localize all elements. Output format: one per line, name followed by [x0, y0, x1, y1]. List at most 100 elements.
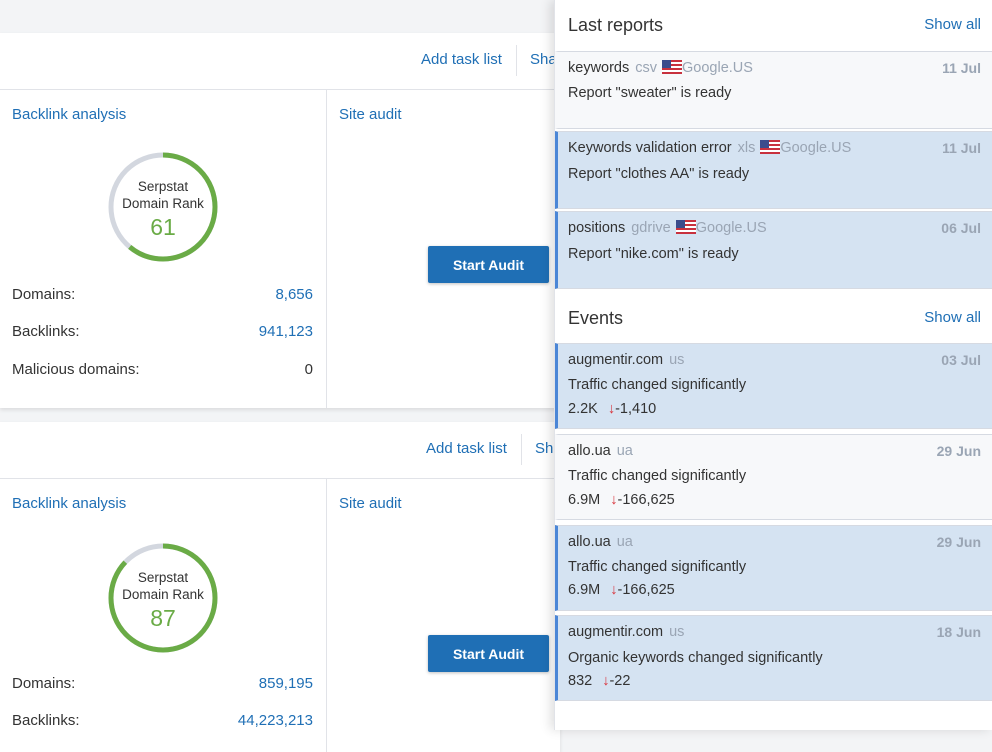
stat-value-malicious: 0 — [304, 361, 313, 378]
stat-label: Malicious domains: — [12, 361, 140, 378]
start-audit-button[interactable]: Start Audit — [428, 635, 549, 672]
event-date: 29 Jun — [936, 534, 981, 550]
project-header: Add task list Sha — [0, 33, 560, 90]
backlink-analysis-title[interactable]: Backlink analysis — [12, 495, 127, 512]
stat-value-domains[interactable]: 8,656 — [275, 286, 313, 303]
gauge-label: Serpstat Domain Rank — [106, 178, 220, 212]
gauge-label-line1: Serpstat — [137, 570, 189, 585]
gauge-ring — [108, 152, 218, 262]
add-task-list-link[interactable]: Add task list — [421, 51, 502, 68]
us-flag-icon — [675, 220, 696, 234]
event-change: -1,410 — [615, 401, 657, 417]
event-item[interactable]: allo.ua ua 29 Jun Traffic changed signifi… — [555, 434, 992, 520]
last-reports-title: Last reports — [568, 15, 664, 35]
event-value: 832 — [568, 673, 593, 689]
stat-label: Domains: — [12, 675, 76, 692]
event-date: 29 Jun — [936, 443, 981, 459]
start-audit-button[interactable]: Start Audit — [428, 246, 549, 283]
event-title: augmentir.com us — [568, 624, 684, 640]
backlink-analysis-widget: Backlink analysis Serpstat Domain Rank 6… — [0, 90, 327, 408]
stat-label: Backlinks: — [12, 712, 80, 729]
gauge-ring — [108, 543, 218, 653]
report-format: gdrive — [631, 220, 671, 236]
stat-value-backlinks[interactable]: 44,223,213 — [237, 712, 313, 729]
event-change: -166,625 — [617, 492, 675, 508]
site-audit-widget: Site audit Start Audit — [327, 90, 560, 408]
last-reports-header: Last reports Show all — [555, 0, 992, 50]
report-item[interactable]: Keywords validation error xls Google.US 11… — [555, 131, 992, 209]
share-link[interactable]: Sha — [530, 51, 557, 68]
site-audit-title[interactable]: Site audit — [339, 106, 402, 123]
share-link[interactable]: Sh — [535, 440, 554, 457]
report-message: Report "sweater" is ready — [568, 85, 732, 101]
project-header: Add task list Sh — [0, 422, 560, 479]
report-title: positions gdrive Google.US — [568, 220, 767, 236]
domain-rank-gauge: Serpstat Domain Rank 87 — [106, 541, 220, 655]
backlink-analysis-title[interactable]: Backlink analysis — [12, 106, 127, 123]
event-region: us — [669, 624, 685, 640]
event-domain: allo.ua — [568, 534, 611, 550]
report-engine: Google.US — [682, 60, 753, 76]
event-date: 03 Jul — [941, 352, 981, 368]
events-show-all-link[interactable]: Show all — [924, 309, 981, 326]
report-engine: Google.US — [780, 140, 852, 156]
stat-value-domains[interactable]: 859,195 — [258, 675, 313, 692]
reports-show-all-link[interactable]: Show all — [924, 16, 981, 33]
event-item[interactable]: allo.ua ua 29 Jun Traffic changed signifi… — [555, 525, 992, 611]
arrow-down-icon: ↓ — [607, 401, 616, 417]
event-change: -22 — [609, 673, 631, 689]
report-format: csv — [635, 60, 657, 76]
report-date: 11 Jul — [942, 60, 981, 76]
report-format: xls — [737, 140, 756, 156]
us-flag-icon — [760, 140, 781, 154]
stat-label: Backlinks: — [12, 323, 80, 340]
arrow-down-icon: ↓ — [602, 673, 610, 689]
stat-value-backlinks[interactable]: 941,123 — [258, 323, 313, 340]
report-item[interactable]: positions gdrive Google.US 06 Jul Report "… — [555, 211, 992, 289]
event-value: 6.9M — [568, 582, 601, 598]
header-divider — [521, 434, 522, 465]
report-message: Report "clothes AA" is ready — [568, 166, 750, 182]
project-card-2: Add task list Sh Backlink analysis Serps… — [0, 422, 560, 752]
header-divider — [516, 45, 517, 76]
domain-rank-gauge: Serpstat Domain Rank 61 — [106, 150, 220, 264]
report-item[interactable]: keywords csv Google.US 11 Jul Report "swea… — [555, 51, 992, 129]
event-domain: allo.ua — [568, 443, 611, 459]
event-message: Traffic changed significantly — [568, 468, 747, 484]
report-name: keywords — [568, 60, 630, 76]
event-message: Organic keywords changed significantly — [568, 650, 823, 666]
backlink-analysis-widget: Backlink analysis Serpstat Domain Rank 8… — [0, 479, 327, 752]
event-region: ua — [616, 443, 633, 459]
event-item[interactable]: augmentir.com us 18 Jun Organic keywords … — [555, 615, 992, 701]
site-audit-widget: Site audit Start Audit — [327, 479, 560, 752]
report-date: 11 Jul — [942, 140, 981, 156]
report-name: Keywords validation error — [568, 140, 732, 156]
event-value: 6.9M — [568, 492, 601, 508]
report-message: Report "nike.com" is ready — [568, 246, 739, 262]
domain-rank-value: 61 — [150, 214, 176, 240]
event-item[interactable]: augmentir.com us 03 Jul Traffic changed s… — [555, 343, 992, 429]
event-change: -166,625 — [617, 582, 675, 598]
event-value: 2.2K — [568, 401, 598, 417]
report-title: keywords csv Google.US — [568, 60, 753, 76]
event-date: 18 Jun — [936, 624, 981, 640]
gauge-label: Serpstat Domain Rank — [106, 569, 220, 603]
site-audit-title[interactable]: Site audit — [339, 495, 402, 512]
arrow-down-icon: ↓ — [610, 492, 618, 508]
report-date: 06 Jul — [941, 220, 981, 236]
report-name: positions — [568, 220, 626, 236]
notifications-panel: Last reports Show all keywords csv Google.… — [554, 0, 992, 730]
us-flag-icon — [662, 60, 682, 74]
event-metric: 6.9M ↓-166,625 — [568, 582, 675, 598]
gauge-label-line2: Domain Rank — [122, 587, 204, 602]
event-title: augmentir.com us — [568, 352, 684, 368]
arrow-down-icon: ↓ — [610, 582, 618, 598]
project-card-1: Add task list Sha Backlink analysis Serp… — [0, 33, 560, 408]
stat-label: Domains: — [12, 286, 76, 303]
domain-rank-value: 87 — [150, 605, 176, 631]
event-title: allo.ua ua — [568, 534, 633, 550]
event-metric: 6.9M ↓-166,625 — [568, 492, 675, 508]
event-title: allo.ua ua — [568, 443, 633, 459]
event-metric: 832 ↓-22 — [568, 673, 630, 689]
add-task-list-link[interactable]: Add task list — [426, 440, 507, 457]
